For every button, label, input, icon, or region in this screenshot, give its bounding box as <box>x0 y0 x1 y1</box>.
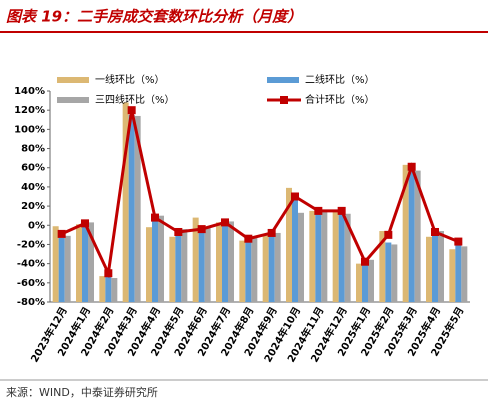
bar <box>198 231 205 302</box>
bar <box>52 226 59 302</box>
line-marker <box>431 227 439 236</box>
y-tick-label: 80% <box>21 144 45 155</box>
bar <box>391 244 398 302</box>
chart-title: 图表 19：二手房成交套数环比分析（月度） <box>6 8 302 26</box>
bar <box>262 234 269 302</box>
bar <box>408 167 415 302</box>
bar <box>268 231 275 302</box>
bar <box>239 240 246 302</box>
line-marker <box>221 218 229 227</box>
y-tick-label: 100% <box>14 124 45 135</box>
y-tick-label: -40% <box>17 259 45 270</box>
source: 来源：WIND，中泰证券研究所 <box>6 385 158 399</box>
bar <box>111 278 118 302</box>
y-tick-label: 140% <box>14 86 45 97</box>
bar <box>99 276 106 302</box>
line-marker <box>127 106 136 115</box>
bar <box>152 217 158 302</box>
legend-label: 二线环比（%） <box>305 73 375 86</box>
bar <box>379 231 386 302</box>
legend-swatch <box>57 77 89 83</box>
bar <box>245 239 252 302</box>
bar <box>298 212 304 302</box>
bar <box>128 114 135 303</box>
bar <box>146 227 152 302</box>
bar <box>76 224 82 302</box>
bar <box>449 249 456 302</box>
bar <box>181 229 188 302</box>
y-tick-label: 20% <box>21 201 45 212</box>
legend-label: 一线环比（%） <box>95 73 165 86</box>
legend-swatch <box>280 96 288 104</box>
bar <box>432 232 438 302</box>
bar <box>356 263 362 302</box>
bar <box>362 263 368 302</box>
line-marker <box>407 162 416 171</box>
bar <box>82 223 88 302</box>
line-marker <box>174 227 183 236</box>
line-marker <box>337 206 346 215</box>
legend-swatch <box>267 77 299 83</box>
line-marker <box>244 234 253 243</box>
bar <box>385 242 392 302</box>
bar <box>64 235 71 302</box>
bar <box>344 213 351 302</box>
bar <box>368 259 374 302</box>
bar <box>105 273 112 302</box>
bar <box>438 231 444 302</box>
bar <box>222 222 228 302</box>
legend-label: 三四线环比（%） <box>95 93 175 106</box>
y-tick-label: -20% <box>17 239 45 250</box>
bar <box>461 246 468 302</box>
line-marker <box>291 192 299 201</box>
y-tick-label: 40% <box>21 182 45 193</box>
bar <box>426 236 432 302</box>
bar <box>58 237 65 302</box>
bar <box>455 244 462 302</box>
line-marker <box>361 257 369 266</box>
bar <box>402 164 409 302</box>
line-marker <box>384 230 393 239</box>
bar <box>175 232 182 302</box>
y-tick-label: -60% <box>17 278 45 289</box>
line-marker <box>57 229 66 238</box>
legend-swatch <box>57 97 89 103</box>
bar <box>88 222 94 302</box>
bar <box>228 221 234 302</box>
bar <box>204 228 211 302</box>
bar <box>274 232 281 302</box>
bar <box>216 222 222 302</box>
y-tick-label: 0% <box>28 220 45 231</box>
line-marker <box>197 225 206 234</box>
line-marker <box>454 237 463 246</box>
bar <box>169 236 176 302</box>
line-marker <box>267 228 276 237</box>
line-marker <box>81 219 89 228</box>
y-tick-label: 120% <box>14 105 45 116</box>
y-tick-label: -80% <box>17 297 45 308</box>
line-marker <box>151 213 159 222</box>
bar <box>315 211 322 302</box>
bar <box>414 170 421 302</box>
bar <box>338 208 345 302</box>
line-marker <box>104 269 113 278</box>
bar <box>192 217 199 302</box>
bar <box>321 210 328 302</box>
bar <box>158 215 164 302</box>
bar <box>122 102 129 302</box>
line-marker <box>314 206 323 215</box>
bar <box>332 211 339 302</box>
y-tick-label: 60% <box>21 163 45 174</box>
line <box>61 109 459 279</box>
bar <box>134 115 141 302</box>
bar <box>286 187 292 302</box>
bar <box>251 236 258 302</box>
bar <box>292 196 298 302</box>
legend-label: 合计环比（%） <box>305 93 375 106</box>
bar <box>309 210 316 302</box>
